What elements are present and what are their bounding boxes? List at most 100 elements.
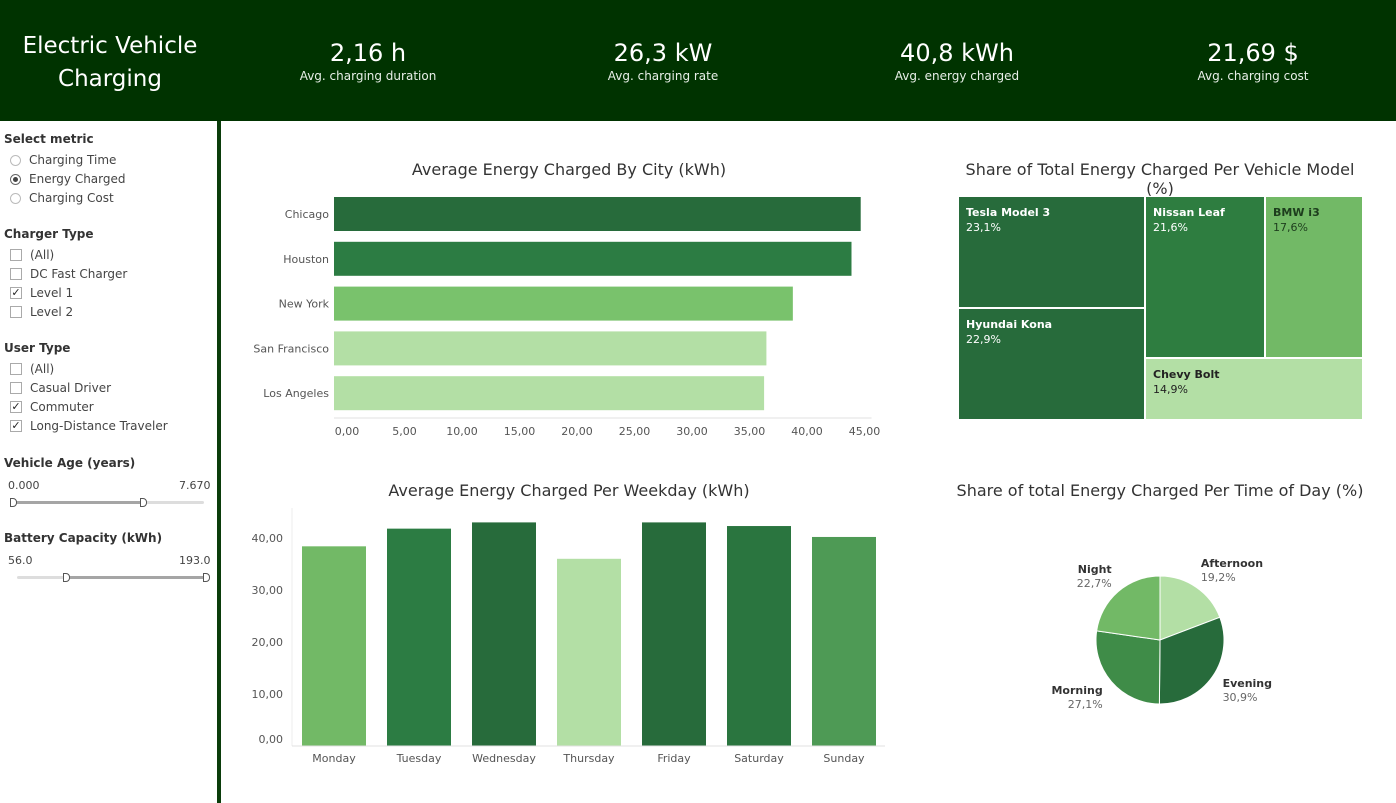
city-category-label: Los Angeles — [263, 387, 329, 400]
pie-label-pct: 19,2% — [1201, 571, 1236, 584]
city-bar[interactable] — [334, 286, 793, 321]
weekday-category-label: Wednesday — [472, 752, 536, 765]
y-tick-label: 20,00 — [252, 636, 284, 649]
y-tick-label: 10,00 — [252, 688, 284, 701]
treemap-cell-pct: 21,6% — [1153, 221, 1188, 234]
x-tick-label: 25,00 — [619, 425, 651, 438]
treemap-cell-tesla-model-3[interactable]: Tesla Model 3 23,1% — [958, 196, 1145, 308]
user-type-option-long-distance[interactable]: ✓ Long-Distance Traveler — [10, 417, 168, 435]
checkbox-checked[interactable]: ✓ — [10, 286, 22, 299]
vehicle-age-slider-range — [12, 501, 144, 504]
vehicle-model-treemap: Tesla Model 3 23,1% Hyundai Kona 22,9% N… — [958, 196, 1363, 420]
weekday-category-label: Thursday — [562, 752, 615, 765]
kpi-label: Avg. charging cost — [1197, 69, 1309, 83]
user-type-option-commuter[interactable]: ✓ Commuter — [10, 398, 94, 416]
treemap-cell-pct: 22,9% — [966, 333, 1001, 346]
weekday-category-label: Friday — [657, 752, 691, 765]
user-type-option-casual[interactable]: Casual Driver — [10, 379, 111, 397]
city-category-label: San Francisco — [253, 342, 329, 355]
city-bar[interactable] — [334, 376, 765, 411]
vehicle-age-max-handle[interactable] — [140, 498, 147, 507]
x-tick-label: 15,00 — [504, 425, 536, 438]
x-tick-label: 10,00 — [446, 425, 478, 438]
kpi-avg-charging-rate: 26,3 kW Avg. charging rate — [543, 38, 783, 84]
app-title: Electric Vehicle Charging — [10, 30, 210, 96]
metric-option-charging-time[interactable]: Charging Time — [10, 151, 116, 169]
weekday-bar[interactable] — [642, 522, 706, 746]
checkbox-checked[interactable]: ✓ — [10, 400, 22, 413]
kpi-label: Avg. energy charged — [894, 69, 1020, 83]
city-bar[interactable] — [334, 331, 767, 366]
treemap-cell-name: BMW i3 — [1273, 206, 1320, 219]
pie-slice[interactable] — [1095, 630, 1161, 705]
pie-slice[interactable] — [1158, 616, 1225, 705]
weekday-bar[interactable] — [302, 546, 366, 746]
weekday-bar[interactable] — [812, 536, 876, 746]
treemap-cell-hyundai-kona[interactable]: Hyundai Kona 22,9% — [958, 308, 1145, 420]
treemap-cell-bmw-i3[interactable]: BMW i3 17,6% — [1265, 196, 1363, 358]
weekday-category-label: Tuesday — [396, 752, 442, 765]
checkbox[interactable] — [10, 306, 22, 318]
checkbox[interactable] — [10, 363, 22, 375]
treemap-cell-chevy-bolt[interactable]: Chevy Bolt 14,9% — [1145, 358, 1363, 420]
charger-type-option-level1[interactable]: ✓ Level 1 — [10, 284, 73, 302]
weekday-bar[interactable] — [387, 528, 451, 746]
kpi-value: 2,16 h — [329, 39, 407, 67]
metric-option-energy-charged[interactable]: Energy Charged — [10, 170, 126, 188]
charger-type-option-all[interactable]: (All) — [10, 246, 54, 264]
option-label: (All) — [30, 248, 55, 262]
radio-button-selected[interactable] — [10, 173, 21, 185]
charger-type-option-level2[interactable]: Level 2 — [10, 303, 73, 321]
user-type-option-all[interactable]: (All) — [10, 360, 54, 378]
radio-button[interactable] — [10, 154, 21, 166]
option-label: DC Fast Charger — [30, 267, 128, 281]
kpi-value: 21,69 $ — [1207, 39, 1299, 67]
vehicle-age-min: 0.000 — [8, 479, 40, 492]
option-label: Casual Driver — [30, 381, 112, 395]
pie-label-pct: 30,9% — [1223, 691, 1258, 704]
checkbox[interactable] — [10, 249, 22, 261]
x-tick-label: 40,00 — [791, 425, 823, 438]
kpi-avg-charging-cost: 21,69 $ Avg. charging cost — [1133, 38, 1373, 84]
radio-button[interactable] — [10, 192, 21, 204]
sidebar-divider — [217, 121, 221, 803]
filter-sidebar: Select metric Charging Time Energy Charg… — [0, 121, 217, 803]
checkbox-checked[interactable]: ✓ — [10, 419, 22, 432]
treemap-cell-name: Nissan Leaf — [1153, 206, 1225, 219]
vehicle-age-max: 7.670 — [179, 479, 211, 492]
city-chart-title: Average Energy Charged By City (kWh) — [411, 160, 727, 179]
pie-label-name: Night — [1078, 563, 1112, 576]
checkbox[interactable] — [10, 268, 22, 280]
vehicle-age-min-handle[interactable] — [10, 498, 17, 507]
metric-option-charging-cost[interactable]: Charging Cost — [10, 189, 114, 207]
pie-slice[interactable] — [1096, 575, 1161, 641]
treemap-cell-nissan-leaf[interactable]: Nissan Leaf 21,6% — [1145, 196, 1265, 358]
x-tick-label: 45,00 — [849, 425, 880, 438]
charger-type-option-dc-fast[interactable]: DC Fast Charger — [10, 265, 127, 283]
weekday-bar[interactable] — [727, 526, 791, 746]
option-label: Level 2 — [30, 305, 74, 319]
treemap-title: Share of Total Energy Charged Per Vehicl… — [965, 160, 1355, 198]
checkbox[interactable] — [10, 382, 22, 394]
pie-slice[interactable] — [1159, 575, 1221, 641]
treemap-cell-pct: 17,6% — [1273, 221, 1308, 234]
pie-label-name: Evening — [1223, 677, 1272, 690]
x-tick-label: 0,00 — [335, 425, 360, 438]
weekday-bar[interactable] — [472, 522, 536, 746]
x-tick-label: 35,00 — [734, 425, 766, 438]
weekday-category-label: Monday — [312, 752, 356, 765]
y-tick-label: 0,00 — [259, 733, 284, 746]
header-banner: Electric Vehicle Charging 2,16 h Avg. ch… — [0, 0, 1396, 121]
weekday-bar[interactable] — [557, 558, 621, 746]
option-label: Commuter — [30, 400, 94, 414]
user-type-filter-title: User Type — [4, 341, 71, 355]
treemap-cell-name: Tesla Model 3 — [966, 206, 1051, 219]
battery-capacity-min-handle[interactable] — [63, 573, 70, 582]
treemap-cell-name: Chevy Bolt — [1153, 368, 1220, 381]
city-bar[interactable] — [334, 241, 852, 276]
battery-capacity-max-handle[interactable] — [203, 573, 210, 582]
kpi-avg-charging-duration: 2,16 h Avg. charging duration — [248, 38, 488, 84]
city-bar[interactable] — [334, 197, 861, 231]
city-category-label: Chicago — [285, 208, 329, 221]
